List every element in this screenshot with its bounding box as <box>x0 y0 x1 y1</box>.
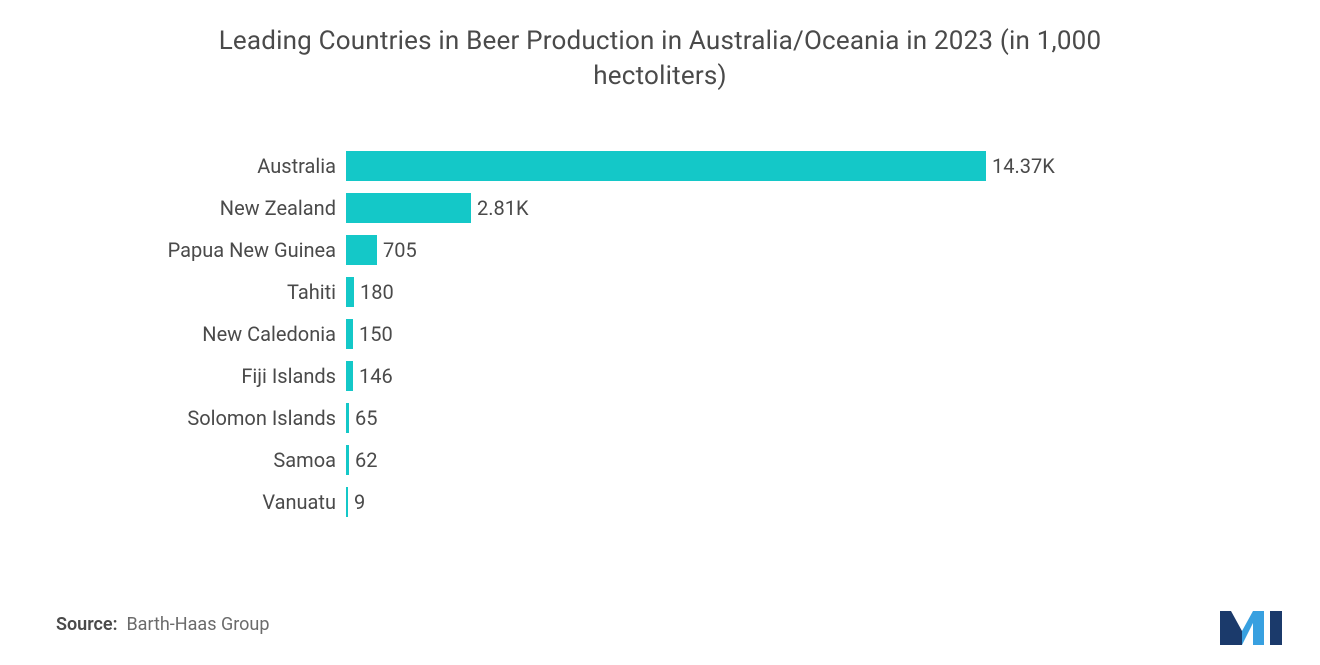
bar-row: New Zealand 2.81K <box>0 187 1320 229</box>
y-axis-label: Solomon Islands <box>0 406 346 430</box>
y-axis-label: Papua New Guinea <box>0 238 346 262</box>
bar <box>346 319 353 349</box>
bar-track: 14.37K <box>346 151 1320 181</box>
bar <box>346 361 353 391</box>
bar <box>346 193 471 223</box>
y-axis-label: Fiji Islands <box>0 364 346 388</box>
bar-row: Fiji Islands 146 <box>0 355 1320 397</box>
bar-value-label: 14.37K <box>986 154 1055 178</box>
bar-row: New Caledonia 150 <box>0 313 1320 355</box>
bar-row: Vanuatu 9 <box>0 481 1320 523</box>
bar-value-label: 62 <box>349 448 377 472</box>
bar-row: Papua New Guinea 705 <box>0 229 1320 271</box>
bar-value-label: 9 <box>348 490 365 514</box>
chart-title: Leading Countries in Beer Production in … <box>0 0 1320 94</box>
chart-plot-area: Australia 14.37K New Zealand 2.81K Papua… <box>0 145 1320 523</box>
bar <box>346 277 354 307</box>
source-line: Source: Barth-Haas Group <box>56 614 269 635</box>
bar-value-label: 180 <box>354 280 394 304</box>
bar-value-label: 146 <box>353 364 393 388</box>
bar-value-label: 2.81K <box>471 196 529 220</box>
bar <box>346 235 377 265</box>
bar-track: 705 <box>346 235 1320 265</box>
bar-value-label: 65 <box>349 406 377 430</box>
bar-row: Australia 14.37K <box>0 145 1320 187</box>
bar-value-label: 150 <box>353 322 393 346</box>
y-axis-label: New Zealand <box>0 196 346 220</box>
bar-value-label: 705 <box>377 238 417 262</box>
bar-row: Solomon Islands 65 <box>0 397 1320 439</box>
bar-track: 9 <box>346 487 1320 517</box>
bar-track: 62 <box>346 445 1320 475</box>
bar-track: 146 <box>346 361 1320 391</box>
bar <box>346 151 986 181</box>
y-axis-label: Samoa <box>0 448 346 472</box>
bar-row: Tahiti 180 <box>0 271 1320 313</box>
source-prefix: Source: <box>56 614 118 635</box>
bar-track: 2.81K <box>346 193 1320 223</box>
y-axis-label: Australia <box>0 154 346 178</box>
bar-track: 150 <box>346 319 1320 349</box>
source-text: Barth-Haas Group <box>126 614 269 635</box>
bar-track: 65 <box>346 403 1320 433</box>
bar-row: Samoa 62 <box>0 439 1320 481</box>
mi-logo-icon <box>1220 601 1290 645</box>
y-axis-label: Vanuatu <box>0 490 346 514</box>
bar-track: 180 <box>346 277 1320 307</box>
y-axis-label: Tahiti <box>0 280 346 304</box>
y-axis-label: New Caledonia <box>0 322 346 346</box>
